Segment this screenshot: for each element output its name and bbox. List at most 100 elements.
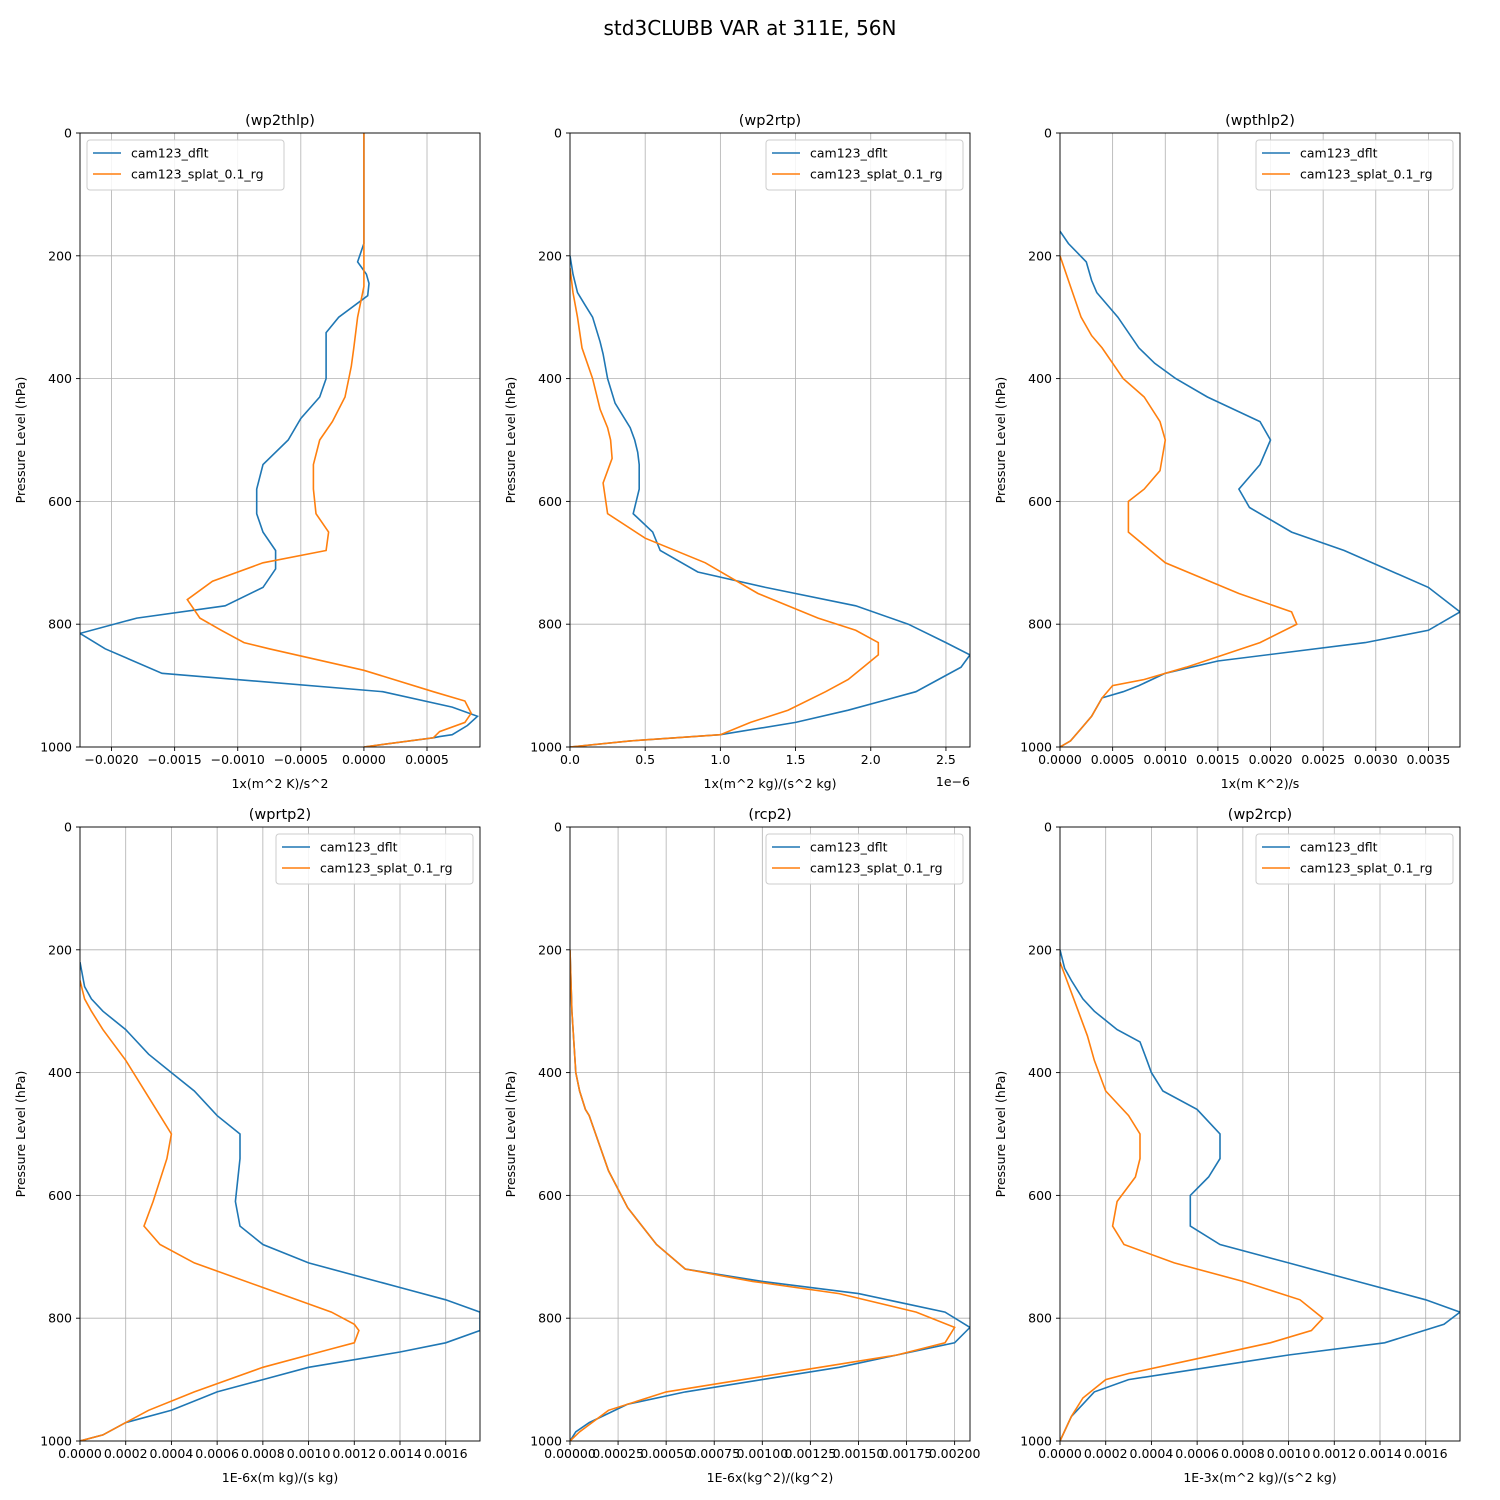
legend-box [765, 139, 964, 191]
series-line-cam123_dflt [570, 255, 970, 747]
y-tick-label: 200 [48, 248, 72, 263]
series-line-cam123_dflt [1060, 949, 1460, 1441]
legend: cam123_dflt cam123_splat_0.1_rg [275, 833, 474, 885]
legend-box [1255, 139, 1454, 191]
y-tick-label: 800 [538, 1311, 562, 1326]
legend-label: cam123_dflt [320, 840, 398, 855]
subplot-title: (wp2rcp) [1228, 807, 1292, 823]
subplot-title: (wpthlp2) [1225, 113, 1295, 129]
y-tick-label: 1000 [40, 1434, 72, 1449]
x-tick-label: 0.00025 [592, 1446, 644, 1461]
y-tick-label: 400 [538, 371, 562, 386]
x-tick-label: 0.0010 [287, 1446, 331, 1461]
y-tick-label: 1000 [530, 740, 562, 755]
y-tick-label: 0 [554, 820, 562, 835]
subplot-rcp2: 0.000000.000250.000500.000750.001000.001… [503, 807, 981, 1485]
series-line-cam123_splat_0.1_rg [1060, 961, 1325, 1441]
legend-label: cam123_dflt [810, 840, 888, 855]
series-line-cam123_splat_0.1_rg [570, 949, 956, 1441]
x-tick-label: 0.0000 [58, 1446, 102, 1461]
y-tick-label: 0 [1044, 820, 1052, 835]
x-tick-label: 0.00200 [929, 1446, 981, 1461]
x-tick-label: 0.0000 [1038, 1446, 1082, 1461]
subplot-wp2rcp: 0.0000 0.0002 0.0004 0.0006 0.0008 0.0010 0.00… [993, 807, 1461, 1485]
series-line-cam123_dflt [80, 133, 480, 747]
y-tick-label: 600 [538, 494, 562, 509]
legend-box [86, 139, 285, 191]
axes-frame [79, 826, 481, 1442]
y-tick-label: 200 [48, 942, 72, 957]
subplot-title: (rcp2) [748, 807, 791, 823]
x-tick-label: 0.0000 [1038, 752, 1082, 767]
subplot-wp2thlp: −0.0020 −0.0015 −0.0010 −0.0005 0.0000 0.0005… [13, 113, 481, 791]
legend-label: cam123_splat_0.1_rg [810, 861, 943, 876]
x-tick-label: 0.5 [635, 752, 655, 767]
legend-box [1255, 833, 1454, 885]
y-tick-label: 1000 [40, 740, 72, 755]
axes-frame [1059, 132, 1461, 748]
y-tick-label: 400 [48, 371, 72, 386]
x-tick-label: 0.00100 [736, 1446, 788, 1461]
x-tick-label: 0.0020 [1249, 752, 1293, 767]
subplot-wpthlp2: 0.0000 0.0005 0.0010 0.0015 0.0020 0.0025 0.00… [993, 113, 1461, 791]
y-tick-label: 800 [48, 617, 72, 632]
legend: cam123_dflt cam123_splat_0.1_rg [765, 833, 964, 885]
axes-frame [569, 132, 971, 748]
subplot-title: (wp2rtp) [739, 113, 801, 129]
axes-frame [569, 826, 971, 1442]
axes-frame [79, 132, 481, 748]
x-tick-label: 0.0004 [150, 1446, 194, 1461]
series-line-cam123_dflt [80, 961, 480, 1441]
y-axis-label: Pressure Level (hPa) [503, 1071, 518, 1198]
x-tick-label: 0.0005 [405, 752, 449, 767]
legend-box [275, 833, 474, 885]
x-tick-label: 1.5 [786, 752, 806, 767]
legend-box [765, 833, 964, 885]
y-tick-label: 1000 [1020, 740, 1052, 755]
y-axis-label: Pressure Level (hPa) [13, 1071, 28, 1198]
x-tick-label: 0.0000 [342, 752, 386, 767]
x-tick-label: 2.0 [861, 752, 881, 767]
legend-label: cam123_splat_0.1_rg [1300, 167, 1433, 182]
x-tick-label: 0.0016 [1404, 1446, 1448, 1461]
legend-label: cam123_dflt [810, 146, 888, 161]
x-tick-label: 0.0015 [1196, 752, 1240, 767]
legend: cam123_dflt cam123_splat_0.1_rg [765, 139, 964, 191]
x-tick-label: 0.0006 [1175, 1446, 1219, 1461]
x-tick-label: 0.0004 [1130, 1446, 1174, 1461]
series-line-cam123_splat_0.1_rg [80, 980, 360, 1441]
x-tick-label: −0.0020 [84, 752, 138, 767]
x-axis-label: 1x(m^2 kg)/(s^2 kg) [704, 776, 837, 791]
y-tick-label: 200 [538, 942, 562, 957]
y-axis-label: Pressure Level (hPa) [503, 377, 518, 504]
series-line-cam123_splat_0.1_rg [1060, 255, 1298, 747]
x-tick-label: 0.0008 [1221, 1446, 1265, 1461]
y-axis-label: Pressure Level (hPa) [993, 1071, 1008, 1198]
x-tick-label: 0.0002 [1084, 1446, 1128, 1461]
y-axis-label: Pressure Level (hPa) [13, 377, 28, 504]
legend-label: cam123_dflt [131, 146, 209, 161]
y-tick-label: 0 [64, 820, 72, 835]
y-tick-label: 600 [1028, 1188, 1052, 1203]
x-axis-label: 1x(m K^2)/s [1221, 776, 1300, 791]
y-tick-label: 200 [538, 248, 562, 263]
legend-label: cam123_splat_0.1_rg [131, 167, 264, 182]
legend: cam123_dflt cam123_splat_0.1_rg [1255, 139, 1454, 191]
x-tick-label: 0.0010 [1267, 1446, 1311, 1461]
legend: cam123_dflt cam123_splat_0.1_rg [86, 139, 285, 191]
y-tick-label: 400 [48, 1065, 72, 1080]
x-tick-label: 0.0016 [424, 1446, 468, 1461]
y-axis-label: Pressure Level (hPa) [993, 377, 1008, 504]
y-tick-label: 0 [554, 126, 562, 141]
x-tick-label: 0.0030 [1354, 752, 1398, 767]
x-tick-label: 0.0 [560, 752, 580, 767]
series-line-cam123_splat_0.1_rg [186, 133, 473, 747]
y-tick-label: 400 [538, 1065, 562, 1080]
y-tick-label: 1000 [1020, 1434, 1052, 1449]
x-offset-text: 1e−6 [936, 774, 970, 789]
y-tick-label: 600 [1028, 494, 1052, 509]
subplot-title: (wp2thlp) [245, 113, 315, 129]
y-tick-label: 800 [48, 1311, 72, 1326]
